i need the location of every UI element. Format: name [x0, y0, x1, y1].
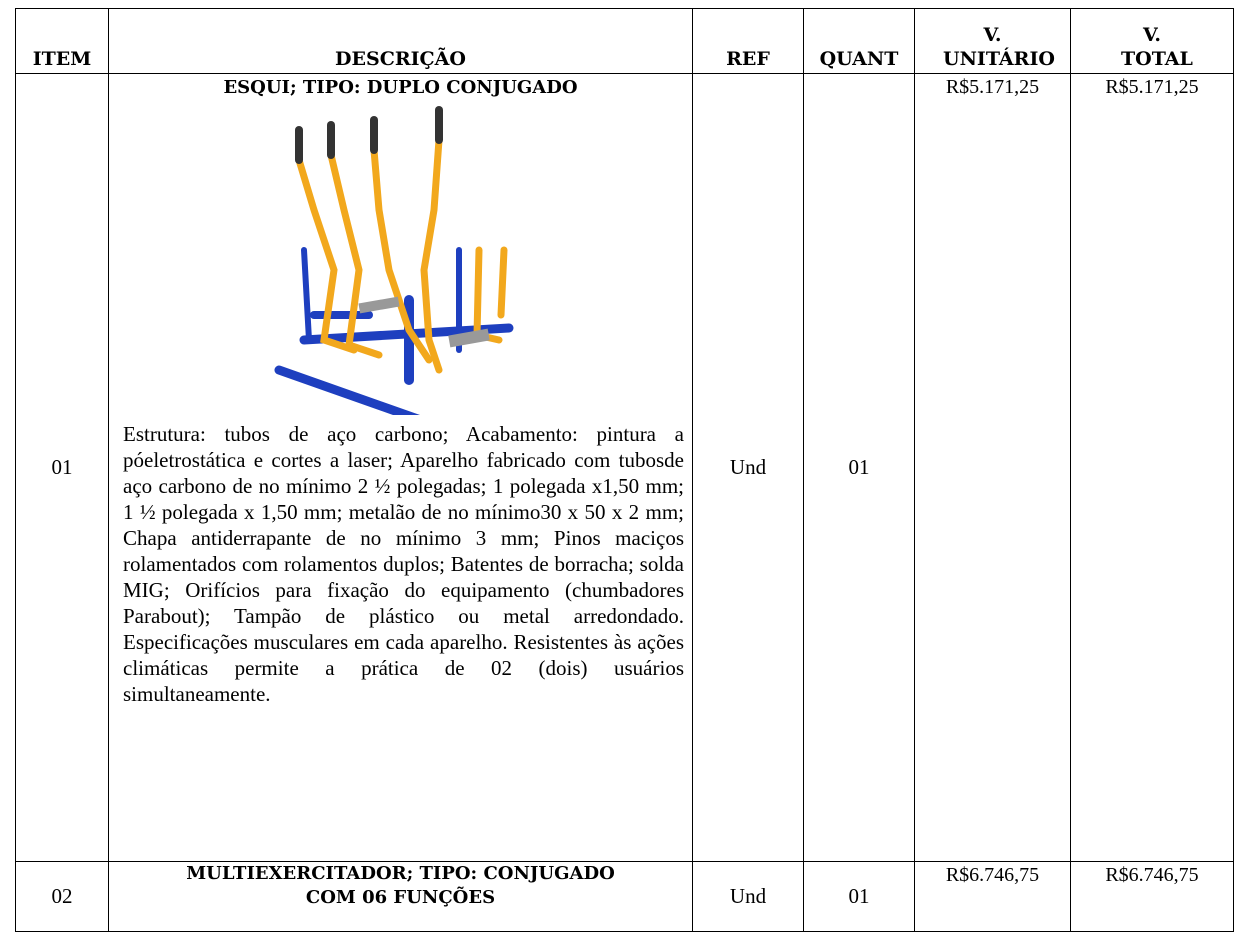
items-table: ITEM DESCRIÇÃO REF QUANT V. UNITÁRIO V. …	[15, 8, 1234, 932]
unit-price: R$6.746,75	[914, 861, 1071, 932]
row: 02 MULTIEXERCITADOR; TIPO: CONJUGADO COM…	[15, 861, 1234, 932]
header-cell: REF	[692, 8, 804, 74]
unit-price: R$5.171,25	[914, 73, 1071, 862]
quant-cell: 01	[803, 73, 915, 862]
header-cell: V. UNITÁRIO	[914, 8, 1071, 74]
item-description: Estrutura: tubos de aço carbono; Acabame…	[123, 422, 684, 706]
header-row: ITEM DESCRIÇÃO REF QUANT V. UNITÁRIO V. …	[15, 8, 1234, 74]
ref-cell: Und	[692, 73, 804, 862]
product-image	[274, 106, 514, 435]
quant-cell: 01	[803, 861, 915, 932]
item-cell: 02	[15, 861, 109, 932]
row: 01 ESQUI; TIPO: DUPLO CONJUGADO Estrutur…	[15, 73, 1234, 862]
header-cell: V. TOTAL	[1070, 8, 1234, 74]
ref-cell: Und	[692, 861, 804, 932]
header-cell: DESCRIÇÃO	[108, 8, 693, 74]
header-cell: ITEM	[15, 8, 109, 74]
total-price: R$6.746,75	[1070, 861, 1234, 932]
description-cell: ESQUI; TIPO: DUPLO CONJUGADO Estrutura: …	[108, 73, 693, 862]
item-cell: 01	[15, 73, 109, 862]
description-cell: MULTIEXERCITADOR; TIPO: CONJUGADO COM 06…	[108, 861, 693, 932]
total-price: R$5.171,25	[1070, 73, 1234, 862]
item-title: MULTIEXERCITADOR; TIPO: CONJUGADO COM 06…	[186, 863, 615, 908]
header-cell: QUANT	[803, 8, 915, 74]
item-title: ESQUI; TIPO: DUPLO CONJUGADO	[223, 77, 578, 98]
